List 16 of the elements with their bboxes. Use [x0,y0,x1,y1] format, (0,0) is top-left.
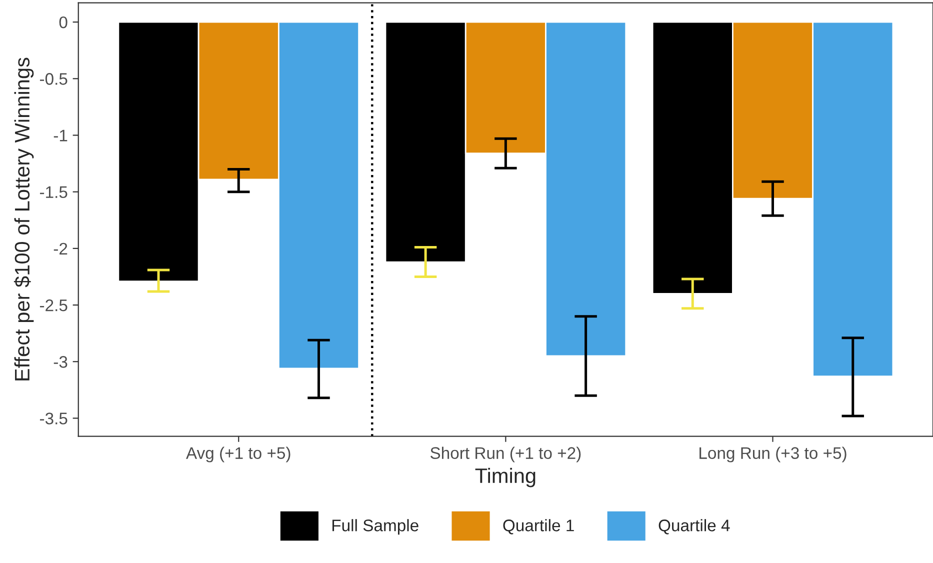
y-tick-label: -1 [54,130,68,142]
x-axis-title: Timing [475,468,536,488]
legend-label: Full Sample [332,519,418,535]
y-tick-label: 0 [59,16,68,28]
y-tick-label: -3 [54,356,68,368]
legend-label: Quartile 4 [658,519,730,534]
x-tick-label: Long Run (+3 to +5) [700,446,846,462]
y-tick-label: -3.5 [40,412,68,424]
legend-label: Quartile 1 [503,519,574,534]
x-tick-label: Short Run (+1 to +2) [430,446,581,462]
y-tick-label: -0.5 [40,73,68,85]
x-tick-label: Avg (+1 to +5) [186,446,290,462]
y-tick-label: -2 [54,242,68,254]
y-axis-title: Effect per $100 of Lottery Winnings [14,58,34,380]
y-tick-label: -1.5 [40,186,68,198]
y-tick-label: -2.5 [40,299,68,312]
